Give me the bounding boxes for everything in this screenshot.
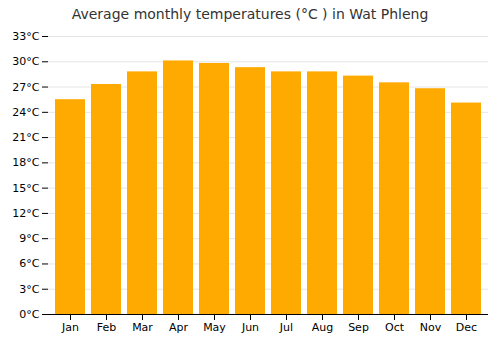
svg-text:12°C: 12°C <box>12 207 39 220</box>
svg-text:Dec: Dec <box>456 321 477 334</box>
svg-text:3°C: 3°C <box>19 283 39 296</box>
svg-text:Oct: Oct <box>385 321 405 334</box>
svg-text:Sep: Sep <box>348 321 369 334</box>
svg-text:18°C: 18°C <box>12 156 39 169</box>
svg-text:33°C: 33°C <box>12 30 39 43</box>
svg-text:Feb: Feb <box>97 321 116 334</box>
svg-text:Apr: Apr <box>169 321 189 334</box>
svg-text:May: May <box>203 321 226 334</box>
svg-text:21°C: 21°C <box>12 131 39 144</box>
svg-text:Aug: Aug <box>312 321 333 334</box>
svg-text:Jun: Jun <box>241 321 259 334</box>
svg-text:Mar: Mar <box>132 321 153 334</box>
svg-text:Nov: Nov <box>420 321 442 334</box>
svg-text:15°C: 15°C <box>12 182 39 195</box>
svg-text:6°C: 6°C <box>19 257 39 270</box>
svg-text:27°C: 27°C <box>12 81 39 94</box>
html-text:Average monthly temperatures (: Average monthly temperatures (°C ) in Wa… <box>71 6 429 22</box>
svg-text:9°C: 9°C <box>19 232 39 245</box>
svg-text:24°C: 24°C <box>12 106 39 119</box>
svg-text:Jul: Jul <box>279 321 293 334</box>
svg-text:30°C: 30°C <box>12 55 39 68</box>
svg-text:0°C: 0°C <box>19 308 39 321</box>
svg-text:Jan: Jan <box>61 321 79 334</box>
